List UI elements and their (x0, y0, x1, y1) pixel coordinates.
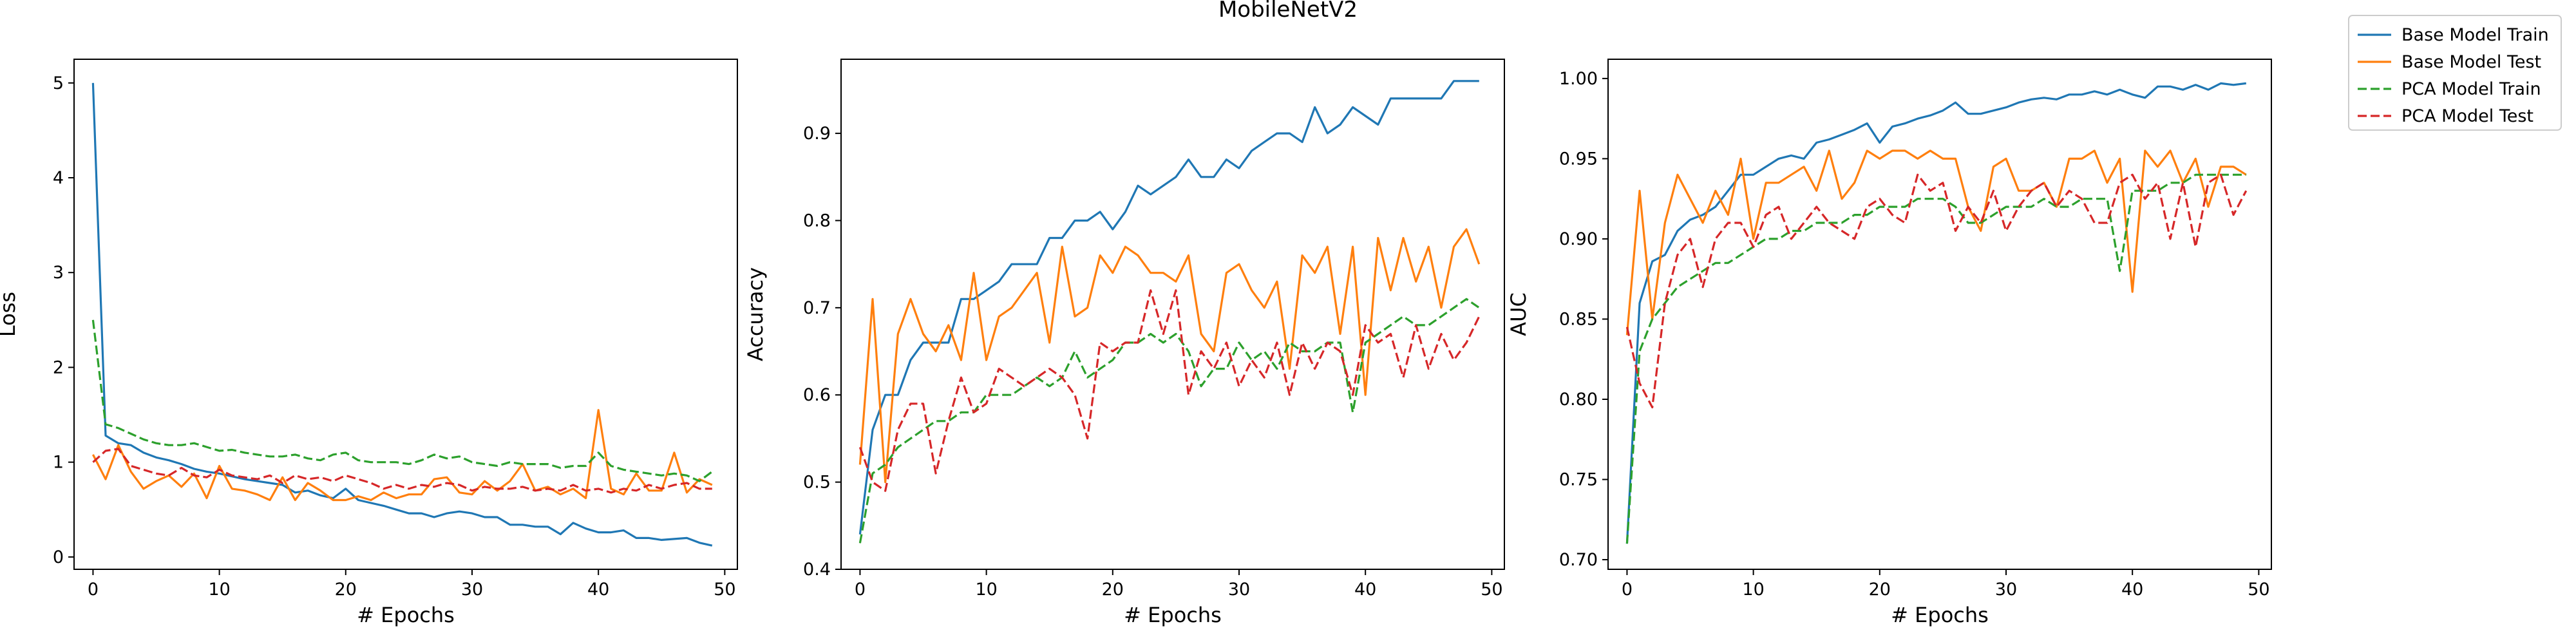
y-tick-label: 2 (53, 357, 64, 377)
x-tick-label: 30 (1995, 580, 2017, 600)
x-tick-label: 30 (461, 580, 483, 600)
plot-frame (73, 59, 738, 570)
x-tick-label: 0 (855, 580, 866, 600)
y-tick-label: 0.85 (1559, 309, 1598, 329)
y-tick-label: 5 (53, 73, 64, 93)
series-line-base-model-test (1625, 149, 2247, 336)
x-tick-label: 0 (88, 580, 99, 600)
legend: Base Model Train Base Model Test PCA Model… (2348, 15, 2562, 131)
figure-title: MobileNetV2 (1218, 0, 1358, 23)
series-group (858, 80, 1481, 544)
y-tick-label: 0.75 (1559, 470, 1598, 490)
y-axis-label: AUC (1506, 292, 1531, 336)
x-tick-label: 20 (1869, 580, 1891, 600)
series-line-base-model-test (858, 228, 1481, 484)
x-tick-label: 50 (714, 580, 735, 600)
x-tick-label: 20 (335, 580, 357, 600)
y-tick-label: 3 (53, 263, 64, 283)
x-tick-label: 40 (1354, 580, 1376, 600)
legend-label: PCA Model Test (2401, 106, 2533, 126)
chart-panel-1: 0 10 20 30 40 50 0 1 2 3 4 5 # Epochs Loss (0, 59, 738, 627)
series-group (1625, 82, 2248, 544)
x-axis-label: # Epochs (1891, 603, 1989, 627)
series-line-base-model-train (91, 82, 713, 547)
x-tick-label: 20 (1102, 580, 1124, 600)
y-tick-label: 0.9 (803, 124, 831, 144)
x-tick-label: 50 (1481, 580, 1502, 600)
plot-frame (1607, 59, 2272, 570)
charts: 0 10 20 30 40 50 0 1 2 3 4 5 # Epochs Loss 0 10 20 30 40 50… (0, 59, 2272, 627)
y-tick-label: 0.90 (1559, 229, 1598, 249)
series-line-pca-model-test (92, 448, 712, 494)
series-line-pca-model-test (1625, 173, 2248, 409)
series-group (91, 82, 713, 547)
x-tick-label: 10 (1742, 580, 1764, 600)
x-tick-label: 40 (2121, 580, 2143, 600)
plot-frame (840, 59, 1505, 570)
y-tick-label: 0.4 (803, 560, 831, 580)
x-tick-label: 50 (2248, 580, 2269, 600)
x-tick-label: 0 (1622, 580, 1633, 600)
series-line-base-model-test (91, 409, 713, 502)
y-tick-label: 0.5 (803, 473, 831, 493)
x-axis-label: # Epochs (1124, 603, 1222, 627)
y-axis-label: Accuracy (743, 267, 768, 361)
x-tick-label: 10 (208, 580, 230, 600)
series-line-pca-model-train (858, 298, 1480, 544)
y-tick-label: 0 (53, 547, 64, 567)
x-tick-label: 10 (975, 580, 997, 600)
series-line-pca-model-train (1625, 173, 2246, 544)
y-tick-label: 1 (53, 453, 64, 473)
series-line-base-model-train (858, 80, 1479, 535)
series-line-base-model-train (1625, 82, 2246, 544)
y-axis-label: Loss (0, 292, 20, 337)
y-tick-label: 1.00 (1559, 69, 1598, 89)
legend-box (2348, 15, 2562, 131)
y-tick-label: 0.7 (803, 298, 831, 318)
y-tick-label: 0.6 (803, 385, 831, 405)
chart-panel-2: 0 10 20 30 40 50 0.4 0.5 0.6 0.7 0.8 0.9 # Epochs Acc… (743, 59, 1505, 627)
y-tick-label: 0.80 (1559, 390, 1598, 410)
chart-panel-3: 0 10 20 30 40 50 0.70 0.75 0.80 0.85 0.90 0.95 1.00 #… (1506, 59, 2272, 627)
x-tick-label: 30 (1228, 580, 1250, 600)
y-tick-label: 0.95 (1559, 149, 1598, 169)
legend-label: Base Model Test (2401, 52, 2541, 72)
y-tick-label: 0.70 (1559, 550, 1598, 570)
x-tick-label: 40 (587, 580, 609, 600)
series-line-pca-model-train (91, 319, 713, 482)
legend-label: Base Model Train (2401, 25, 2549, 45)
legend-label: PCA Model Train (2401, 79, 2541, 99)
x-axis-label: # Epochs (357, 603, 455, 627)
y-tick-label: 4 (53, 168, 64, 188)
y-tick-label: 0.8 (803, 211, 831, 231)
